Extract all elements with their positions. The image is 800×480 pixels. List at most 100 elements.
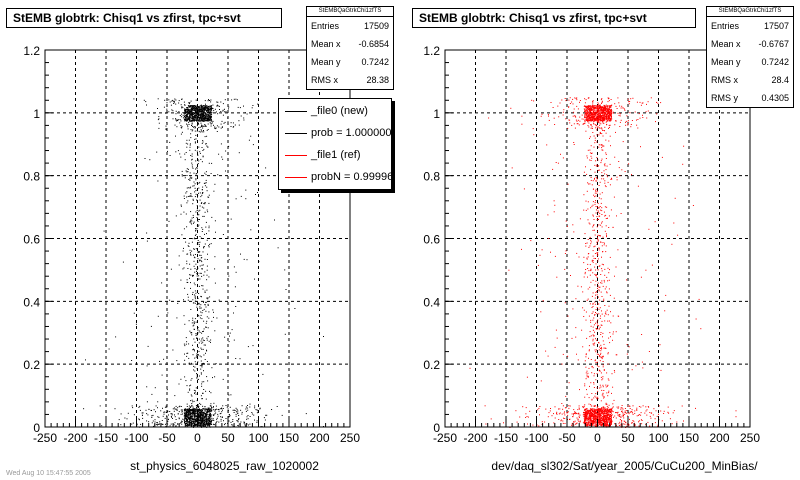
scatter-point xyxy=(196,363,198,365)
scatter-point xyxy=(600,109,602,111)
scatter-point xyxy=(186,175,188,176)
scatter-point xyxy=(588,113,590,115)
scatter-point xyxy=(578,413,580,415)
scatter-point xyxy=(624,420,626,422)
scatter-point xyxy=(183,101,185,103)
scatter-point xyxy=(202,285,204,287)
scatter-point xyxy=(176,360,178,362)
scatter-point xyxy=(189,330,191,332)
scatter-point xyxy=(186,115,188,117)
scatter-point xyxy=(558,116,560,118)
scatter-point xyxy=(584,114,586,116)
scatter-point xyxy=(196,173,198,175)
scatter-point xyxy=(603,111,605,113)
scatter-point xyxy=(174,124,176,126)
scatter-point xyxy=(191,164,193,166)
scatter-point xyxy=(588,424,590,426)
scatter-point xyxy=(594,107,596,109)
scatter-point xyxy=(187,124,188,126)
scatter-point xyxy=(602,419,604,421)
scatter-point xyxy=(186,108,188,110)
scatter-point xyxy=(190,424,191,426)
scatter-point xyxy=(244,424,246,426)
scatter-point xyxy=(208,202,210,204)
scatter-point xyxy=(596,116,598,118)
scatter-point xyxy=(195,193,197,195)
scatter-point xyxy=(191,107,193,109)
scatter-point xyxy=(571,124,573,126)
scatter-point xyxy=(587,121,589,123)
scatter-point xyxy=(609,105,611,107)
scatter-point xyxy=(596,106,598,108)
scatter-point xyxy=(590,421,592,423)
scatter-point xyxy=(631,120,633,121)
scatter-point xyxy=(605,423,607,424)
scatter-point xyxy=(245,189,247,191)
scatter-point xyxy=(217,101,219,103)
scatter-point xyxy=(573,414,574,416)
scatter-point xyxy=(634,412,636,414)
scatter-point xyxy=(667,406,669,408)
scatter-point xyxy=(625,124,627,126)
scatter-point xyxy=(603,416,605,418)
scatter-point xyxy=(135,323,137,325)
scatter-point xyxy=(205,410,206,412)
scatter-point xyxy=(188,421,190,423)
scatter-point xyxy=(604,118,606,119)
scatter-point xyxy=(592,423,593,425)
scatter-point xyxy=(184,345,186,347)
scatter-point xyxy=(209,117,211,119)
scatter-point xyxy=(601,117,603,119)
scatter-point xyxy=(198,251,200,253)
y-tick-label: 0 xyxy=(33,421,40,435)
scatter-point xyxy=(237,413,239,415)
scatter-point xyxy=(624,408,626,409)
scatter-point xyxy=(193,107,195,109)
scatter-point xyxy=(585,419,587,420)
scatter-point xyxy=(605,412,607,414)
scatter-point xyxy=(216,125,218,127)
scatter-point xyxy=(197,122,199,124)
scatter-point xyxy=(200,425,202,427)
scatter-point xyxy=(193,423,195,424)
scatter-point xyxy=(584,120,586,122)
scatter-point xyxy=(611,421,613,423)
scatter-point xyxy=(203,389,205,390)
scatter-point xyxy=(185,110,187,112)
scatter-point xyxy=(146,413,148,415)
scatter-point xyxy=(194,235,196,236)
scatter-point xyxy=(173,100,175,102)
scatter-point xyxy=(602,420,604,422)
scatter-point xyxy=(198,244,200,245)
scatter-point xyxy=(196,368,198,370)
scatter-point xyxy=(623,417,625,419)
scatter-point xyxy=(175,419,177,420)
scatter-point xyxy=(598,421,600,423)
scatter-point xyxy=(600,417,602,419)
scatter-point xyxy=(602,119,604,121)
scatter-point xyxy=(607,425,609,427)
scatter-point xyxy=(216,101,218,103)
scatter-point xyxy=(170,268,172,270)
scatter-point xyxy=(638,414,640,416)
scatter-point xyxy=(225,111,227,113)
scatter-point xyxy=(264,419,266,421)
scatter-point xyxy=(204,304,206,306)
scatter-point xyxy=(230,394,232,396)
scatter-point xyxy=(199,420,201,421)
scatter-point xyxy=(188,119,190,121)
scatter-point xyxy=(196,409,198,411)
scatter-point xyxy=(611,414,613,416)
scatter-point xyxy=(175,110,177,112)
scatter-point xyxy=(595,411,597,413)
scatter-point xyxy=(213,424,215,426)
scatter-point xyxy=(179,119,181,120)
scatter-point xyxy=(203,119,205,121)
scatter-point xyxy=(207,411,209,413)
scatter-point xyxy=(200,106,202,108)
scatter-point xyxy=(624,109,626,111)
scatter-point xyxy=(586,410,588,412)
scatter-point xyxy=(645,111,647,113)
scatter-point xyxy=(609,105,611,107)
scatter-point xyxy=(553,422,555,424)
